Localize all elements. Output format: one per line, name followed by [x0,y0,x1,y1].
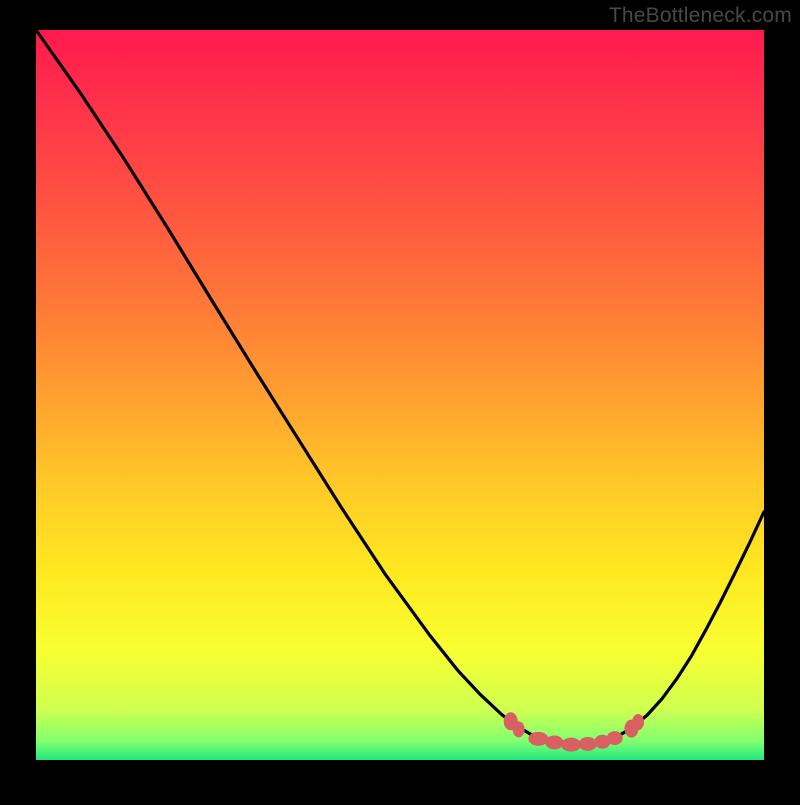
chart-container [0,0,800,805]
sweet-spot-marker [579,737,597,751]
sweet-spot-marker [561,738,581,752]
watermark-text: TheBottleneck.com [609,4,792,28]
plot-area [36,30,764,760]
bottleneck-chart [0,0,800,800]
sweet-spot-marker [607,731,623,745]
sweet-spot-marker [513,721,525,737]
sweet-spot-marker [632,714,644,730]
sweet-spot-marker [545,735,563,749]
sweet-spot-marker [528,732,548,746]
